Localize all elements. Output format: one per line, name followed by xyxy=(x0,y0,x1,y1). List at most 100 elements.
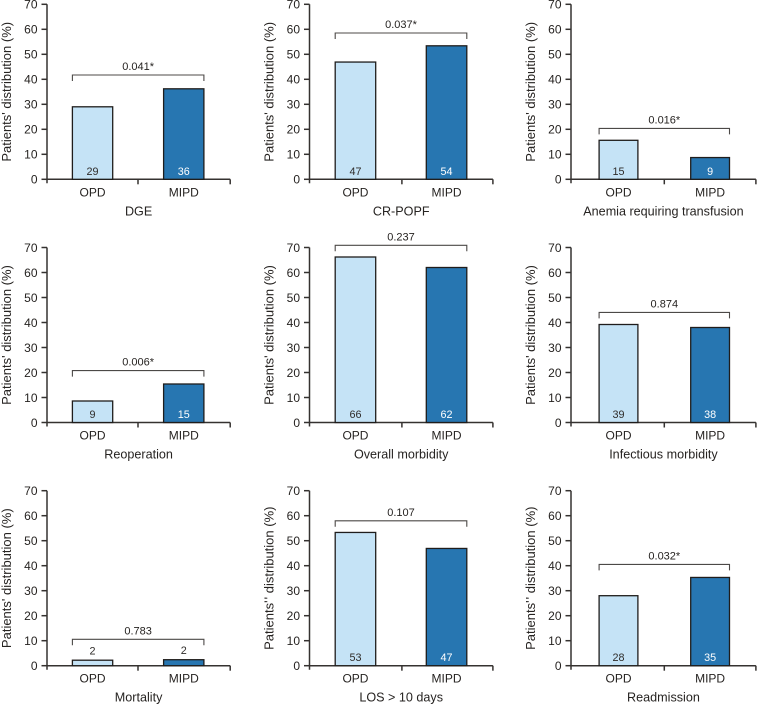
svg-text:OPD: OPD xyxy=(80,429,106,443)
svg-text:Mortality: Mortality xyxy=(115,691,163,705)
svg-text:53: 53 xyxy=(349,652,361,664)
svg-text:0.037*: 0.037* xyxy=(385,19,418,31)
svg-text:0.107: 0.107 xyxy=(387,507,415,519)
svg-text:40: 40 xyxy=(548,316,562,330)
svg-text:0: 0 xyxy=(555,416,562,430)
svg-text:Patients' distribution (%): Patients' distribution (%) xyxy=(0,508,14,648)
svg-text:20: 20 xyxy=(287,609,301,623)
svg-text:Readmission: Readmission xyxy=(627,691,700,705)
svg-text:0.237: 0.237 xyxy=(387,231,415,243)
svg-text:40: 40 xyxy=(287,316,301,330)
svg-text:2: 2 xyxy=(90,646,96,658)
svg-text:9: 9 xyxy=(707,166,713,178)
svg-text:50: 50 xyxy=(24,48,38,62)
svg-text:OPD: OPD xyxy=(605,429,631,443)
svg-text:0: 0 xyxy=(31,416,38,430)
svg-text:60: 60 xyxy=(24,23,38,37)
svg-text:Anemia requiring transfusion: Anemia requiring transfusion xyxy=(583,204,743,218)
svg-text:30: 30 xyxy=(24,341,38,355)
svg-text:OPD: OPD xyxy=(605,185,631,199)
svg-text:30: 30 xyxy=(548,341,562,355)
svg-text:0: 0 xyxy=(293,173,300,187)
svg-text:60: 60 xyxy=(548,266,562,280)
svg-text:15: 15 xyxy=(612,166,624,178)
svg-text:40: 40 xyxy=(287,73,301,87)
svg-text:70: 70 xyxy=(287,241,301,255)
svg-text:0.006*: 0.006* xyxy=(122,357,155,369)
svg-text:60: 60 xyxy=(548,23,562,37)
svg-text:OPD: OPD xyxy=(342,672,368,686)
svg-text:40: 40 xyxy=(24,559,38,573)
svg-text:Patients' distribution (%): Patients' distribution (%) xyxy=(0,22,14,162)
svg-text:MIPD: MIPD xyxy=(432,672,462,686)
svg-text:50: 50 xyxy=(287,291,301,305)
svg-text:0: 0 xyxy=(555,173,562,187)
svg-text:30: 30 xyxy=(287,584,301,598)
svg-text:10: 10 xyxy=(287,391,301,405)
svg-text:54: 54 xyxy=(441,166,453,178)
svg-text:20: 20 xyxy=(548,609,562,623)
svg-text:30: 30 xyxy=(287,341,301,355)
svg-text:36: 36 xyxy=(178,166,190,178)
svg-text:OPD: OPD xyxy=(80,672,106,686)
svg-text:35: 35 xyxy=(704,652,716,664)
svg-text:20: 20 xyxy=(548,123,562,137)
svg-text:0.041*: 0.041* xyxy=(122,61,155,73)
svg-text:70: 70 xyxy=(548,241,562,255)
svg-text:47: 47 xyxy=(441,652,453,664)
svg-text:Infectious morbidity: Infectious morbidity xyxy=(609,448,718,462)
svg-text:CR-POPF: CR-POPF xyxy=(373,204,430,218)
svg-text:30: 30 xyxy=(24,98,38,112)
svg-text:20: 20 xyxy=(24,366,38,380)
svg-text:40: 40 xyxy=(287,559,301,573)
svg-text:60: 60 xyxy=(24,266,38,280)
svg-text:20: 20 xyxy=(548,366,562,380)
svg-text:Patients' distribution (%): Patients' distribution (%) xyxy=(0,265,14,405)
svg-text:70: 70 xyxy=(24,0,38,12)
svg-text:20: 20 xyxy=(24,123,38,137)
svg-text:OPD: OPD xyxy=(80,185,106,199)
svg-text:20: 20 xyxy=(24,609,38,623)
svg-text:MIPD: MIPD xyxy=(695,429,725,443)
svg-text:DGE: DGE xyxy=(125,204,152,218)
svg-text:Patients' distribution (%): Patients' distribution (%) xyxy=(262,22,277,162)
svg-text:2: 2 xyxy=(181,645,187,657)
svg-text:20: 20 xyxy=(287,123,301,137)
svg-text:50: 50 xyxy=(548,48,562,62)
svg-text:10: 10 xyxy=(24,634,38,648)
svg-text:60: 60 xyxy=(287,266,301,280)
svg-text:60: 60 xyxy=(287,509,301,523)
svg-text:40: 40 xyxy=(24,316,38,330)
svg-text:60: 60 xyxy=(24,509,38,523)
svg-text:50: 50 xyxy=(24,291,38,305)
svg-text:0.016*: 0.016* xyxy=(648,114,681,126)
svg-text:Patients' ' distribution (%): Patients' ' distribution (%) xyxy=(523,507,538,650)
svg-text:50: 50 xyxy=(287,534,301,548)
svg-text:15: 15 xyxy=(178,409,190,421)
svg-text:10: 10 xyxy=(24,391,38,405)
svg-text:0.032*: 0.032* xyxy=(648,550,681,562)
svg-text:0: 0 xyxy=(293,416,300,430)
svg-text:39: 39 xyxy=(612,409,624,421)
svg-text:30: 30 xyxy=(24,584,38,598)
svg-text:50: 50 xyxy=(548,291,562,305)
svg-text:20: 20 xyxy=(287,366,301,380)
svg-text:10: 10 xyxy=(548,391,562,405)
svg-text:50: 50 xyxy=(548,534,562,548)
svg-text:Patients' ' distribution (%): Patients' ' distribution (%) xyxy=(262,507,277,650)
svg-text:LOS > 10 days: LOS > 10 days xyxy=(359,691,443,705)
svg-text:40: 40 xyxy=(548,559,562,573)
svg-text:0: 0 xyxy=(31,173,38,187)
svg-text:9: 9 xyxy=(90,409,96,421)
svg-text:MIPD: MIPD xyxy=(169,185,199,199)
svg-text:Patients' distribution (%): Patients' distribution (%) xyxy=(262,265,277,405)
svg-text:70: 70 xyxy=(548,0,562,12)
svg-text:38: 38 xyxy=(704,409,716,421)
svg-text:50: 50 xyxy=(287,48,301,62)
svg-text:0.783: 0.783 xyxy=(124,625,152,637)
svg-text:70: 70 xyxy=(24,241,38,255)
svg-text:MIPD: MIPD xyxy=(695,672,725,686)
svg-text:MIPD: MIPD xyxy=(169,429,199,443)
svg-text:OPD: OPD xyxy=(342,185,368,199)
svg-text:0: 0 xyxy=(555,659,562,673)
